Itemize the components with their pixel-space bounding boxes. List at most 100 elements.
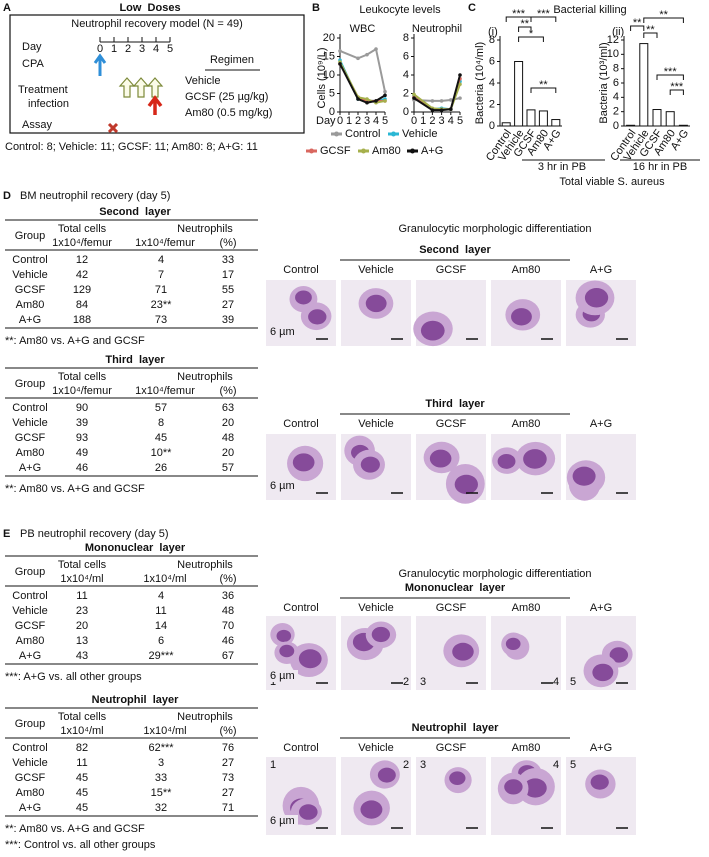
cpa-arrow — [93, 53, 107, 76]
significance-label: *** — [670, 81, 684, 93]
table-cell: 46 — [222, 635, 234, 647]
nucleus — [504, 779, 523, 795]
series-line — [339, 59, 386, 102]
table-cell: 39 — [76, 417, 88, 429]
significance-label: ** — [521, 18, 530, 30]
table-cell: 33 — [155, 772, 167, 784]
table-cell: 26 — [155, 462, 167, 474]
table-cell: 33 — [222, 254, 234, 266]
treatment-arrow — [118, 77, 136, 98]
column-header: Group — [15, 566, 46, 578]
column-header: 1x10⁴/femur — [52, 237, 112, 249]
regimen: Am80 (0.5 mg/kg) — [185, 107, 272, 119]
table-cell: 11 — [155, 605, 166, 617]
layer-title: Mononuclear layer — [405, 582, 506, 594]
bar — [652, 109, 662, 127]
table-cell: 32 — [155, 802, 167, 814]
row-label: CPA — [22, 58, 44, 70]
nucleus — [584, 288, 609, 308]
table-cell: 45 — [76, 772, 88, 784]
image-number: 4 — [553, 676, 559, 688]
table-cell: 82 — [76, 742, 88, 754]
layer-title: Third layer — [425, 398, 485, 410]
table-cell: 71 — [155, 284, 167, 296]
group-label: Am80 — [512, 602, 541, 614]
assay-mark — [107, 122, 119, 134]
nucleus — [449, 771, 466, 785]
y-tick-label: 4 — [489, 77, 495, 89]
data-point — [383, 93, 387, 98]
table-title: Second layer — [99, 206, 171, 218]
panel-label: E — [3, 528, 10, 540]
table-cell: 70 — [222, 620, 234, 632]
treatment-arrow — [146, 77, 164, 98]
legend-label: Vehicle — [402, 128, 437, 140]
table-cell: 48 — [222, 605, 234, 617]
group-label: GCSF — [436, 742, 467, 754]
table-cell: 15** — [151, 787, 173, 799]
table-cell: 11 — [76, 590, 87, 602]
data-point — [430, 99, 435, 103]
treatment-arrow — [132, 77, 150, 98]
data-point — [458, 82, 462, 87]
table-cell: 67 — [222, 650, 234, 662]
legend-label: Am80 — [372, 145, 401, 157]
row-label: Assay — [22, 119, 52, 131]
table-cell: Am80 — [16, 299, 45, 311]
table-title: Third layer — [105, 354, 165, 366]
nucleus — [609, 647, 629, 663]
y-tick-label: 0 — [489, 120, 495, 132]
regimen: Vehicle — [185, 75, 220, 87]
table-cell: 4 — [158, 590, 164, 602]
significance-label: ** — [646, 24, 655, 36]
table-cell: 36 — [222, 590, 234, 602]
significance-label: * — [529, 28, 534, 40]
x-tick-label: 5 — [457, 115, 463, 127]
table-cell: Control — [12, 590, 47, 602]
legend-label: A+G — [421, 145, 443, 157]
footnote: Control: 8; Vehicle: 11; GCSF: 11; Am80:… — [5, 141, 258, 153]
day-label: 4 — [153, 43, 159, 55]
table-cell: Vehicle — [12, 417, 47, 429]
significance-bracket — [518, 26, 532, 32]
nucleus — [497, 453, 516, 469]
legend-swatch — [391, 131, 396, 137]
panel-label: D — [3, 190, 11, 202]
column-header: Total cells — [58, 711, 107, 723]
table-cell: 29*** — [148, 650, 174, 662]
nucleus — [523, 778, 547, 798]
y-axis-label: Cells (10⁹/L) — [316, 48, 328, 109]
legend-label: GCSF — [320, 145, 351, 157]
data-point — [458, 73, 462, 77]
significance-bracket — [669, 89, 684, 95]
nucleus — [279, 644, 295, 658]
nucleus — [298, 649, 322, 669]
column-header: (%) — [219, 237, 236, 249]
nucleus — [276, 629, 292, 643]
footnote: **: Am80 vs. A+G and GCSF — [5, 823, 145, 835]
y-tick-label: 6 — [613, 77, 619, 89]
table-cell: 62*** — [148, 742, 174, 754]
group-label: GCSF — [436, 418, 467, 430]
image-number: 4 — [553, 759, 559, 771]
column-header: 1x10⁴/ml — [143, 725, 186, 737]
panel-label: A — [3, 2, 11, 14]
table-cell: 76 — [222, 742, 234, 754]
bar — [678, 124, 688, 127]
table-cell: 3 — [158, 757, 164, 769]
y-tick-label: 0 — [403, 106, 409, 118]
frame — [9, 14, 305, 134]
column-header: 1x10⁴/femur — [52, 385, 112, 397]
table-cell: GCSF — [15, 772, 46, 784]
group-label: A+G — [590, 418, 612, 430]
table-cell: 93 — [76, 432, 88, 444]
x-axis-label: Total viable S. aureus — [559, 176, 665, 188]
column-header: Neutrophils — [177, 711, 233, 723]
nucleus — [592, 663, 614, 682]
column-header: 1x10⁴/ml — [60, 573, 103, 585]
panel-title: Leukocyte levels — [359, 4, 441, 16]
nucleus — [572, 466, 596, 486]
significance-label: ** — [659, 9, 668, 21]
column-header: Total cells — [58, 371, 107, 383]
table-cell: 42 — [76, 269, 88, 281]
